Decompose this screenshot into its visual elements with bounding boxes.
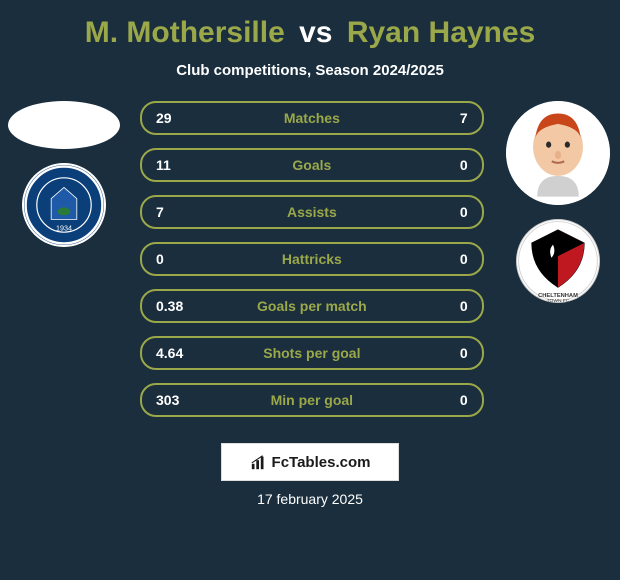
- content-area: 1934 29 Matches 7 11 Goals 0 7 Assists 0…: [0, 101, 620, 417]
- stat-left-value: 29: [156, 110, 216, 126]
- player1-name: M. Mothersille: [85, 16, 285, 49]
- footer-brand[interactable]: FcTables.com: [221, 443, 399, 481]
- stat-label: Hattricks: [216, 251, 408, 267]
- stat-right-value: 0: [408, 204, 468, 220]
- vs-text: vs: [299, 16, 332, 49]
- bar-chart-icon: [250, 453, 268, 471]
- stat-row: 29 Matches 7: [140, 101, 484, 135]
- stat-row: 0.38 Goals per match 0: [140, 289, 484, 323]
- page-title: M. Mothersille vs Ryan Haynes: [0, 16, 620, 50]
- stat-row: 11 Goals 0: [140, 148, 484, 182]
- stat-right-value: 0: [408, 345, 468, 361]
- svg-text:TOWN FC: TOWN FC: [546, 298, 569, 302]
- left-column: 1934: [10, 101, 118, 247]
- footer-date: 17 february 2025: [0, 491, 620, 507]
- player1-club-logo: 1934: [22, 163, 106, 247]
- stat-label: Goals per match: [216, 298, 408, 314]
- stat-row: 7 Assists 0: [140, 195, 484, 229]
- stat-label: Shots per goal: [216, 345, 408, 361]
- player2-name: Ryan Haynes: [347, 16, 535, 49]
- stat-right-value: 0: [408, 392, 468, 408]
- stat-left-value: 0: [156, 251, 216, 267]
- brand-text: FcTables.com: [272, 454, 371, 471]
- stat-row: 0 Hattricks 0: [140, 242, 484, 276]
- stat-label: Matches: [216, 110, 408, 126]
- stat-left-value: 0.38: [156, 298, 216, 314]
- stat-label: Goals: [216, 157, 408, 173]
- stat-row: 303 Min per goal 0: [140, 383, 484, 417]
- player1-avatar: [8, 101, 120, 149]
- svg-text:1934: 1934: [56, 224, 72, 233]
- player2-avatar: [506, 101, 610, 205]
- stat-row: 4.64 Shots per goal 0: [140, 336, 484, 370]
- player2-club-logo: CHELTENHAM TOWN FC: [516, 219, 600, 303]
- stat-left-value: 303: [156, 392, 216, 408]
- peterborough-crest-icon: 1934: [24, 165, 104, 245]
- stat-right-value: 0: [408, 157, 468, 173]
- stat-left-value: 11: [156, 157, 216, 173]
- stats-table: 29 Matches 7 11 Goals 0 7 Assists 0 0 Ha…: [140, 101, 484, 417]
- stat-label: Assists: [216, 204, 408, 220]
- stat-right-value: 7: [408, 110, 468, 126]
- comparison-card: M. Mothersille vs Ryan Haynes Club compe…: [0, 0, 620, 580]
- right-column: CHELTENHAM TOWN FC: [506, 101, 610, 303]
- stat-left-value: 7: [156, 204, 216, 220]
- stat-left-value: 4.64: [156, 345, 216, 361]
- stat-right-value: 0: [408, 298, 468, 314]
- stat-right-value: 0: [408, 251, 468, 267]
- portrait-icon: [506, 101, 610, 205]
- stat-label: Min per goal: [216, 392, 408, 408]
- svg-text:CHELTENHAM: CHELTENHAM: [538, 293, 578, 299]
- subtitle: Club competitions, Season 2024/2025: [0, 62, 620, 79]
- cheltenham-crest-icon: CHELTENHAM TOWN FC: [517, 220, 599, 302]
